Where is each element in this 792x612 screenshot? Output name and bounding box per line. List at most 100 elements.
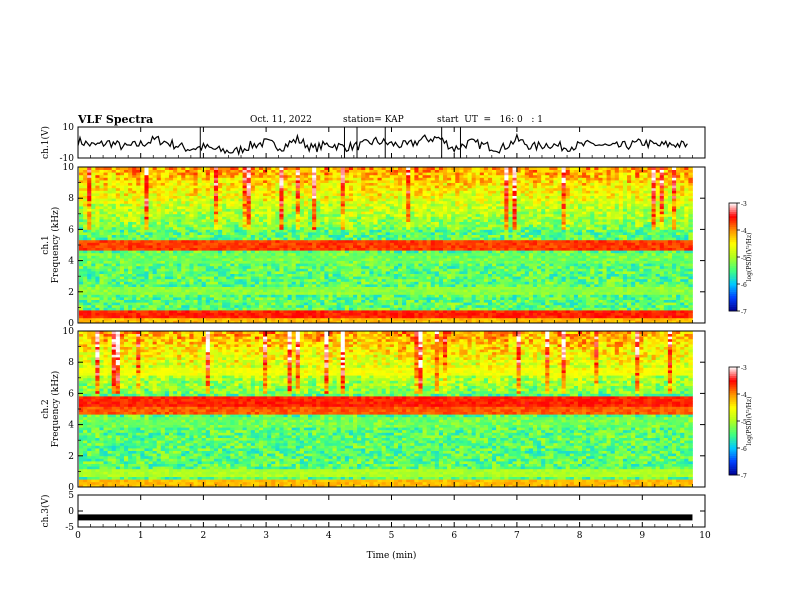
spectrogram-cell bbox=[213, 299, 219, 303]
spectrogram-cell bbox=[500, 304, 505, 308]
spectrogram-cell bbox=[238, 268, 243, 272]
spectrogram-cell bbox=[291, 302, 297, 306]
spectrogram-cell bbox=[643, 276, 648, 280]
spectrogram-cell bbox=[209, 273, 215, 277]
spectrogram-cell bbox=[140, 315, 145, 319]
spectrogram-cell bbox=[487, 265, 493, 269]
spectrogram-cell bbox=[87, 278, 92, 282]
spectrogram-cell bbox=[177, 273, 182, 277]
spectrogram-cell bbox=[234, 286, 239, 290]
spectrogram-cell bbox=[434, 239, 440, 243]
spectrogram-cell bbox=[369, 281, 374, 285]
spectrogram-cell bbox=[479, 284, 485, 287]
spectrogram-cell bbox=[377, 284, 383, 287]
spectrogram-cell bbox=[160, 299, 166, 303]
spectrogram-cell bbox=[487, 294, 493, 298]
spectrogram-cell bbox=[487, 317, 493, 321]
spectrogram-cell bbox=[577, 320, 583, 324]
spectrogram-cell bbox=[385, 258, 391, 261]
spectrogram-cell bbox=[487, 289, 493, 293]
spectrogram-cell bbox=[324, 297, 329, 300]
spectrogram-cell bbox=[308, 255, 313, 259]
spectrogram-cell bbox=[606, 250, 612, 254]
spectrogram-cell bbox=[582, 299, 587, 303]
spectrogram-cell bbox=[610, 320, 616, 324]
spectrogram-cell bbox=[316, 307, 321, 311]
spectrogram-cell bbox=[95, 268, 100, 272]
spectrogram-cell bbox=[586, 245, 591, 248]
spectrogram-cell bbox=[676, 273, 681, 277]
spectrogram-cell bbox=[582, 317, 587, 321]
spectrogram-cell bbox=[487, 307, 493, 311]
spectrogram-cell bbox=[680, 252, 685, 256]
spectrogram-cell bbox=[479, 263, 485, 267]
spectrogram-cell bbox=[140, 278, 145, 282]
spectrogram-cell bbox=[299, 237, 305, 241]
spectrogram-cell bbox=[647, 294, 652, 298]
spectrogram-cell bbox=[279, 302, 284, 306]
spectrogram-cell bbox=[647, 312, 652, 316]
spectrogram-cell bbox=[361, 312, 366, 316]
spectrogram-cell bbox=[340, 263, 346, 267]
spectrogram-cell bbox=[308, 299, 313, 303]
spectrogram-cell bbox=[553, 302, 558, 306]
spectrogram-cell bbox=[107, 239, 113, 243]
spectrogram-cell bbox=[377, 271, 383, 274]
spectrogram-cell bbox=[128, 265, 133, 269]
spectrogram-cell bbox=[353, 284, 358, 287]
spectrogram-cell bbox=[451, 281, 456, 285]
spectrogram-cell bbox=[557, 289, 562, 293]
spectrogram-cell bbox=[91, 276, 96, 280]
spectrogram-cell bbox=[189, 297, 194, 300]
spectrogram-cell bbox=[119, 315, 125, 319]
spectrogram-cell bbox=[414, 239, 419, 243]
spectrogram-cell bbox=[447, 320, 452, 324]
spectrogram-cell bbox=[107, 247, 113, 251]
spectrogram-cell bbox=[647, 255, 652, 259]
spectrogram-cell bbox=[136, 250, 141, 254]
spectrogram-cell bbox=[279, 294, 284, 298]
spectrogram-cell bbox=[573, 317, 579, 321]
spectrogram-cell bbox=[205, 239, 211, 243]
spectrogram-cell bbox=[177, 307, 182, 311]
spectrogram-cell bbox=[680, 271, 685, 274]
spectrogram-cell bbox=[189, 247, 194, 251]
spectrogram-cell bbox=[115, 237, 121, 241]
spectrogram-cell bbox=[312, 250, 317, 254]
spectrogram-cell bbox=[152, 268, 158, 272]
spectrogram-cell bbox=[136, 242, 141, 246]
spectrogram-cell bbox=[393, 260, 399, 264]
spectrogram-cell bbox=[267, 265, 272, 269]
spectrogram-cell bbox=[586, 284, 591, 287]
spectrogram-cell bbox=[103, 263, 109, 267]
spectrogram-cell bbox=[635, 239, 640, 243]
spectrogram-cell bbox=[213, 268, 219, 272]
spectrogram-cell bbox=[283, 276, 288, 280]
spectrogram-cell bbox=[299, 286, 305, 290]
spectrogram-cell bbox=[434, 320, 440, 324]
spectrogram-cell bbox=[393, 255, 399, 259]
spectrogram-cell bbox=[328, 265, 333, 269]
spectrogram-cell bbox=[545, 237, 550, 241]
spectrogram-cell bbox=[602, 252, 607, 256]
spectrogram-cell bbox=[684, 276, 689, 280]
spectrogram-cell bbox=[250, 302, 256, 306]
spectrogram-cell bbox=[164, 258, 170, 261]
spectrogram-cell bbox=[410, 310, 415, 313]
spectrogram-cell bbox=[663, 302, 669, 306]
spectrogram-cell bbox=[365, 315, 370, 319]
spectrogram-cell bbox=[299, 255, 305, 259]
spectrogram-cell bbox=[205, 278, 211, 282]
spectrogram-cell bbox=[316, 252, 321, 256]
spectrogram-cell bbox=[426, 239, 432, 243]
spectrogram-cell bbox=[618, 315, 624, 319]
spectrogram-cell bbox=[655, 289, 661, 293]
spectrogram-cell bbox=[185, 252, 190, 256]
spectrogram-cell bbox=[627, 245, 632, 248]
spectrogram-cell bbox=[688, 255, 693, 259]
spectrogram-cell bbox=[238, 291, 243, 295]
spectrogram-cell bbox=[688, 268, 693, 272]
spectrogram-cell bbox=[459, 265, 464, 269]
spectrogram-cell bbox=[516, 320, 522, 324]
spectrogram-cell bbox=[299, 289, 305, 293]
